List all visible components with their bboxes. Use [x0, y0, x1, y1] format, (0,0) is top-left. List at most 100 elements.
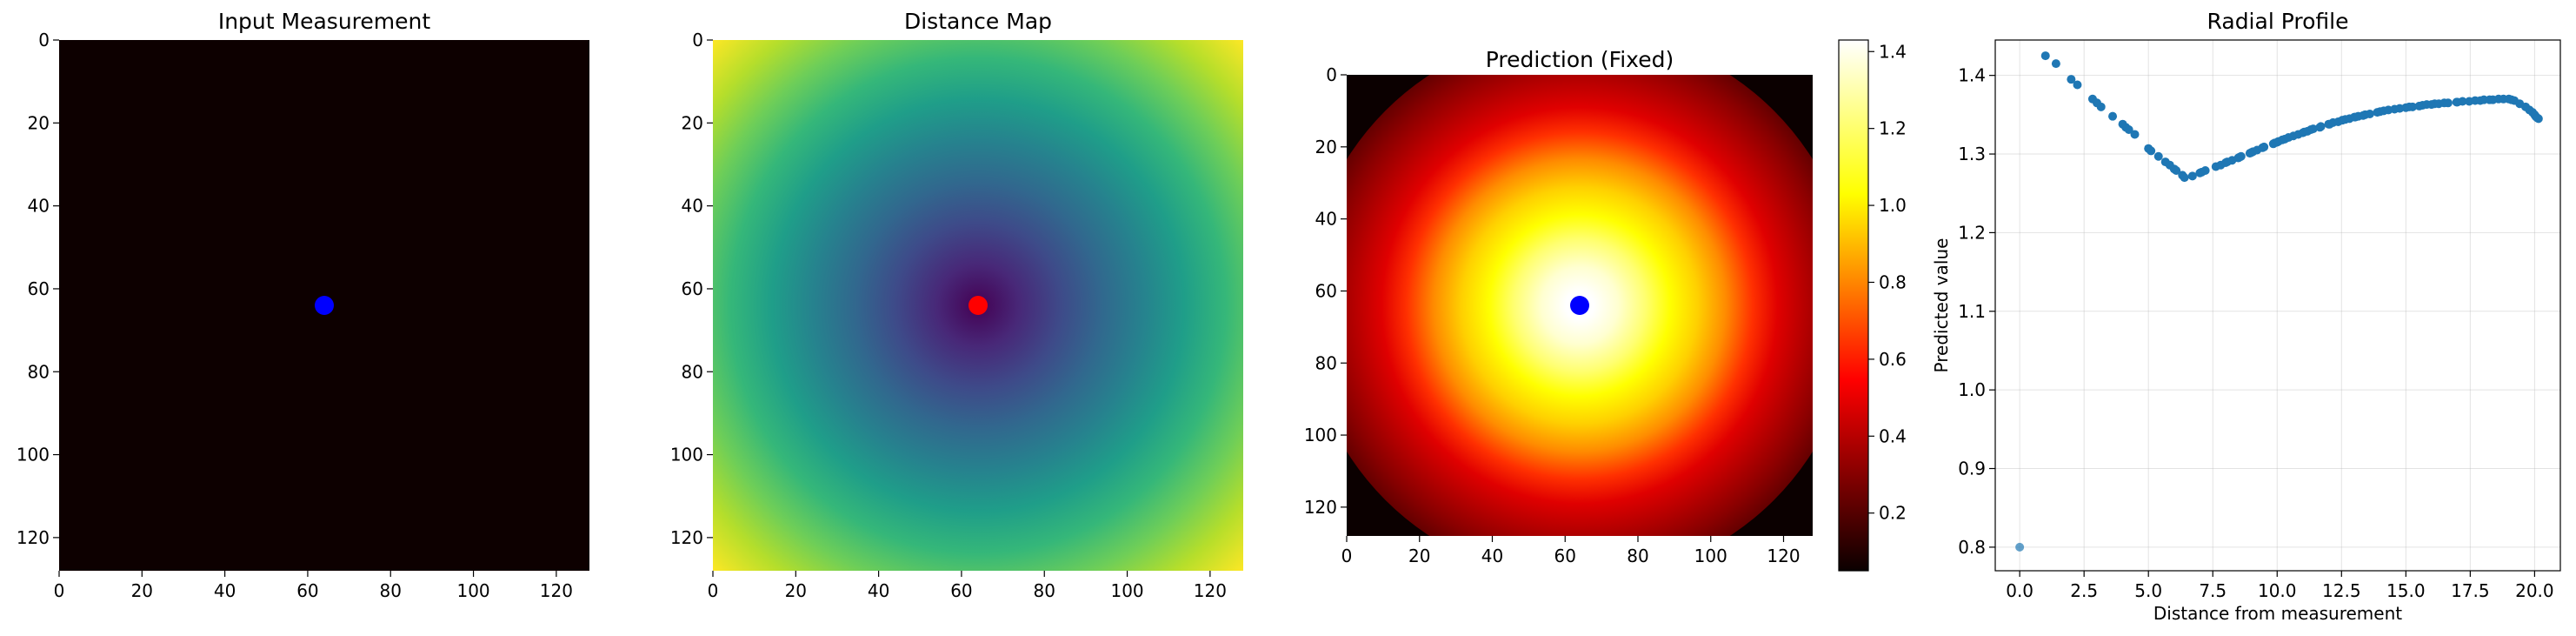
y-tick-label: 20: [1315, 137, 1337, 157]
colorbar-tick-label: 0.4: [1879, 425, 1907, 446]
x-tick-label: 100: [1110, 580, 1143, 601]
radial-profile-y-label: Predicted value: [1931, 238, 1952, 373]
data-point: [2200, 166, 2210, 176]
y-tick-label: 80: [28, 361, 50, 382]
data-point: [2187, 171, 2197, 181]
data-point: [2308, 124, 2318, 134]
y-tick-label: 60: [682, 278, 703, 299]
input-measurement-title: Input Measurement: [218, 9, 431, 34]
x-tick-label: 80: [1627, 546, 1648, 566]
x-tick-label: 120: [1767, 546, 1800, 566]
x-tick-label: 20: [785, 580, 807, 601]
measurement-point-marker: [315, 296, 334, 315]
x-tick-label: 7.5: [2199, 580, 2227, 601]
x-tick-label: 5.0: [2134, 580, 2162, 601]
x-tick-label: 12.5: [2322, 580, 2361, 601]
radial-profile-frame: [1994, 39, 2561, 572]
data-point: [2051, 59, 2060, 69]
x-tick-label: 40: [214, 580, 236, 601]
input-measurement-y-axis: 0 20 40 60 80 100 120: [17, 30, 59, 548]
radial-profile-points: [2015, 51, 2543, 552]
y-tick-label: 0.8: [1958, 537, 1986, 558]
y-tick-label: 80: [682, 361, 703, 382]
x-tick-label: 40: [868, 580, 889, 601]
y-tick-label: 1.1: [1958, 301, 1986, 322]
distance-map-panel: Distance Map 0 20 40 60 80 100 120 0 20 40 60 80 10…: [670, 9, 1243, 601]
x-tick-label: 2.5: [2070, 580, 2098, 601]
y-tick-label: 20: [28, 112, 50, 133]
x-tick-label: 20.0: [2515, 580, 2554, 601]
colorbar-tick-label: 0.6: [1879, 349, 1907, 370]
y-tick-label: 40: [28, 196, 50, 217]
colorbar-tick-label: 1.4: [1879, 41, 1907, 62]
data-point: [2015, 542, 2025, 552]
x-tick-label: 15.0: [2386, 580, 2426, 601]
data-point: [2260, 142, 2269, 151]
data-point: [2316, 122, 2326, 131]
distance-map-y-axis: 0 20 40 60 80 100 120: [670, 30, 713, 548]
prediction-title: Prediction (Fixed): [1486, 47, 1674, 72]
x-tick-label: 17.5: [2451, 580, 2490, 601]
y-tick-label: 100: [670, 445, 703, 465]
x-tick-label: 0: [54, 580, 65, 601]
y-tick-label: 0: [692, 30, 703, 50]
y-tick-label: 80: [1315, 352, 1337, 373]
data-point: [2153, 151, 2163, 161]
y-tick-label: 60: [1315, 280, 1337, 301]
data-point: [2180, 173, 2189, 183]
data-point: [2124, 125, 2133, 135]
y-tick-label: 100: [17, 445, 50, 465]
data-point: [2073, 80, 2082, 90]
y-tick-label: 120: [670, 527, 703, 548]
prediction-center-marker: [1570, 296, 1589, 315]
y-tick-label: 0: [1326, 64, 1337, 85]
colorbar-tick-label: 0.8: [1879, 271, 1907, 292]
input-measurement-x-axis: 0 20 40 60 80 100 120: [54, 571, 573, 601]
prediction-y-axis: 0 20 40 60 80 100 120: [1304, 64, 1347, 518]
x-tick-label: 120: [1194, 580, 1227, 601]
prediction-panel: Prediction (Fixed) 0 20 40 60 80 100 120 0 20 40…: [1304, 39, 1907, 572]
x-tick-label: 10.0: [2258, 580, 2297, 601]
data-point: [2130, 130, 2140, 139]
distance-map-x-axis: 0 20 40 60 80 100 120: [708, 571, 1227, 601]
data-point: [2108, 111, 2118, 121]
x-tick-label: 20: [131, 580, 153, 601]
data-point: [2458, 97, 2467, 106]
colorbar-tick-label: 1.2: [1879, 118, 1907, 139]
x-tick-label: 60: [950, 580, 972, 601]
y-tick-label: 1.2: [1958, 222, 1986, 243]
x-tick-label: 80: [380, 580, 402, 601]
colorbar-tick-label: 1.0: [1879, 195, 1907, 216]
x-tick-label: 100: [456, 580, 489, 601]
y-tick-label: 20: [682, 112, 703, 133]
x-tick-label: 0: [708, 580, 719, 601]
y-tick-label: 120: [1304, 497, 1337, 518]
x-tick-label: 80: [1034, 580, 1055, 601]
radial-profile-panel: Radial Profile 0.0 2.5 5.0 7.5 10.0 12.5 15.0 1…: [1931, 9, 2561, 624]
x-tick-label: 20: [1408, 546, 1430, 566]
data-point: [2172, 166, 2181, 176]
colorbar-ticks: 0.2 0.4 0.6 0.8 1.0 1.2 1.4: [1868, 41, 1907, 524]
prediction-x-axis: 0 20 40 60 80 100 120: [1341, 536, 1801, 566]
x-tick-label: 120: [540, 580, 573, 601]
radial-profile-grid: [1995, 40, 2560, 571]
data-point: [2408, 102, 2418, 111]
distance-map-title: Distance Map: [904, 9, 1052, 34]
radial-profile-title: Radial Profile: [2207, 9, 2349, 34]
x-tick-label: 60: [296, 580, 318, 601]
input-measurement-panel: Input Measurement 0 20 40 60 80 100 120 0 20 40 6…: [17, 9, 589, 601]
y-tick-label: 40: [682, 196, 703, 217]
y-tick-label: 0: [38, 30, 50, 50]
radial-profile-x-axis: 0.0 2.5 5.0 7.5 10.0 12.5 15.0 17.5 20.0: [2006, 571, 2554, 601]
prediction-colorbar: [1838, 39, 1869, 572]
data-point: [2443, 98, 2453, 108]
data-point: [2533, 114, 2543, 124]
y-tick-label: 100: [1304, 425, 1337, 445]
data-point: [2096, 102, 2106, 111]
x-tick-label: 40: [1481, 546, 1503, 566]
distance-center-marker: [968, 296, 988, 315]
y-tick-label: 40: [1315, 209, 1337, 230]
x-tick-label: 100: [1694, 546, 1727, 566]
radial-profile-x-label: Distance from measurement: [2153, 603, 2402, 624]
